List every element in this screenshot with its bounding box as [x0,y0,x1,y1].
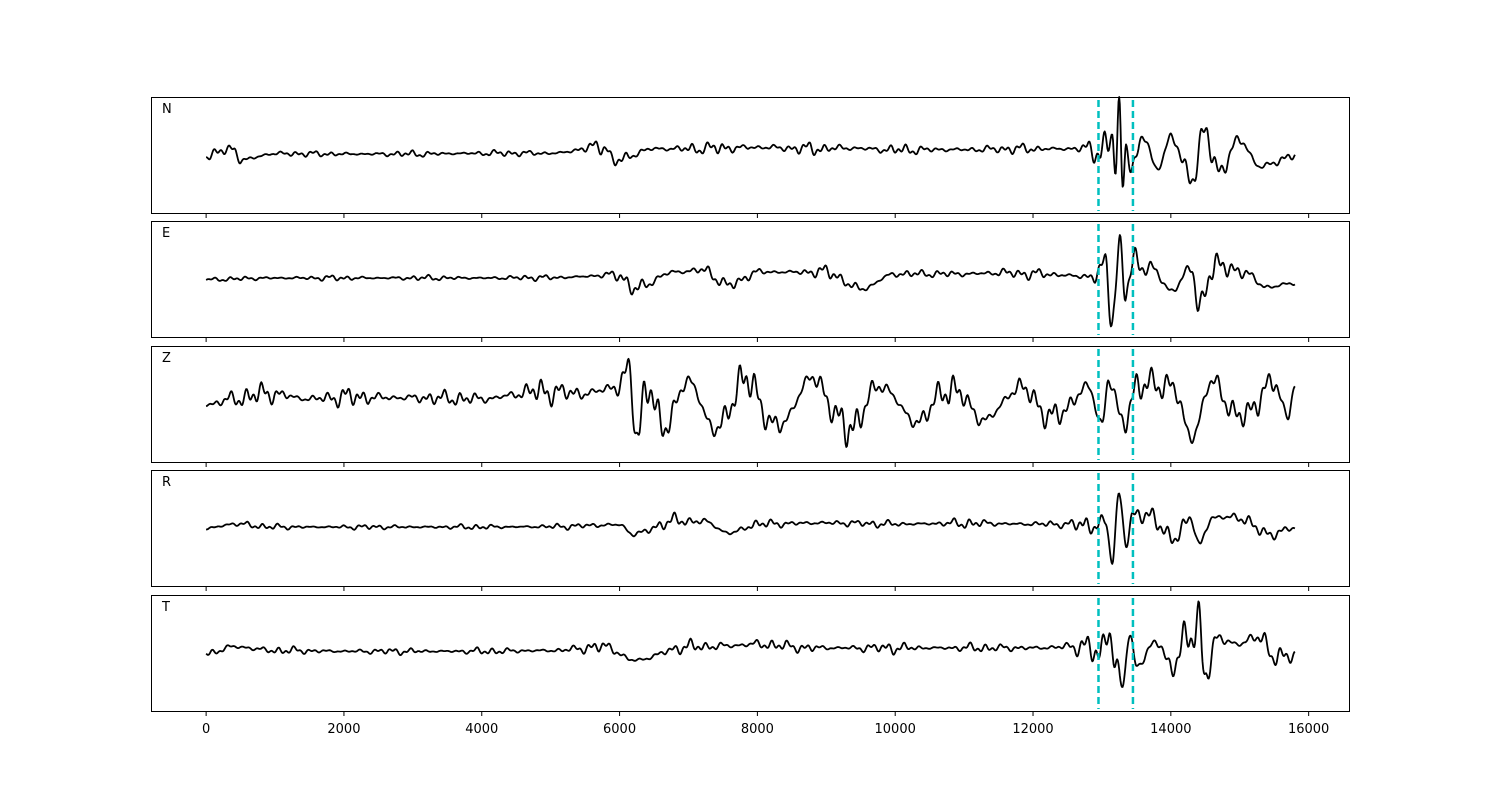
panel-frame [151,221,1350,338]
trace-e [205,234,1296,328]
x-tick-label: 12000 [1012,722,1053,737]
panel-frame [151,97,1350,214]
x-axis: 0 2000 4000 6000 8000 10000 12000 14000 16000 [202,722,1329,737]
x-tick-label: 14000 [1150,722,1191,737]
panel-label: N [162,102,172,117]
trace-t [205,600,1296,688]
x-tick-label: 8000 [741,722,774,737]
panel-frame [151,595,1350,712]
panel-label: E [162,226,170,241]
panel-frame [151,346,1350,463]
trace-r [205,492,1296,565]
panel-r: R [151,470,1350,591]
x-tick-label: 2000 [327,722,360,737]
trace-n [205,96,1296,188]
panel-label: R [162,475,171,490]
panel-label: T [161,600,170,615]
x-tick-label: 10000 [875,722,916,737]
panel-n: N [151,96,1350,218]
x-tick-label: 0 [202,722,210,737]
panel-label: Z [162,351,171,366]
x-tick-label: 4000 [465,722,498,737]
panel-e: E [151,221,1350,342]
panel-z: Z [151,346,1350,467]
panels: N E Z R T [151,96,1350,716]
x-tick-label: 16000 [1288,722,1329,737]
panel-frame [151,470,1350,587]
x-tick-label: 6000 [603,722,636,737]
trace-z [205,357,1296,448]
panel-t: T [151,595,1350,716]
